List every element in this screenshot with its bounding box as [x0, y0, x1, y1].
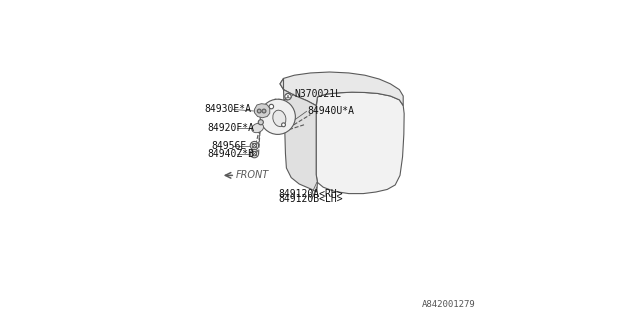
Circle shape [285, 93, 291, 100]
Circle shape [259, 120, 264, 125]
Polygon shape [280, 72, 403, 106]
Circle shape [252, 151, 257, 156]
Text: 849120B<LH>: 849120B<LH> [278, 194, 343, 204]
Circle shape [260, 99, 296, 134]
Circle shape [250, 141, 259, 150]
Polygon shape [280, 78, 317, 192]
Text: 84956E: 84956E [211, 140, 246, 151]
Circle shape [252, 143, 257, 148]
Text: FRONT: FRONT [236, 170, 269, 180]
Text: 84930E*A: 84930E*A [204, 104, 251, 115]
Text: N370021L: N370021L [294, 89, 341, 99]
Circle shape [269, 104, 274, 109]
Circle shape [262, 109, 266, 113]
Circle shape [282, 123, 285, 127]
Ellipse shape [273, 110, 286, 127]
Polygon shape [316, 92, 404, 194]
Text: 84940U*A: 84940U*A [307, 106, 354, 116]
Text: A842001279: A842001279 [422, 300, 475, 309]
Polygon shape [254, 104, 270, 118]
Text: 84940Z*B: 84940Z*B [207, 148, 254, 159]
Circle shape [250, 149, 259, 158]
Ellipse shape [252, 123, 264, 133]
Circle shape [257, 109, 261, 113]
Text: 849120A<RH>: 849120A<RH> [278, 188, 343, 199]
Text: 84920F*A: 84920F*A [207, 123, 254, 133]
